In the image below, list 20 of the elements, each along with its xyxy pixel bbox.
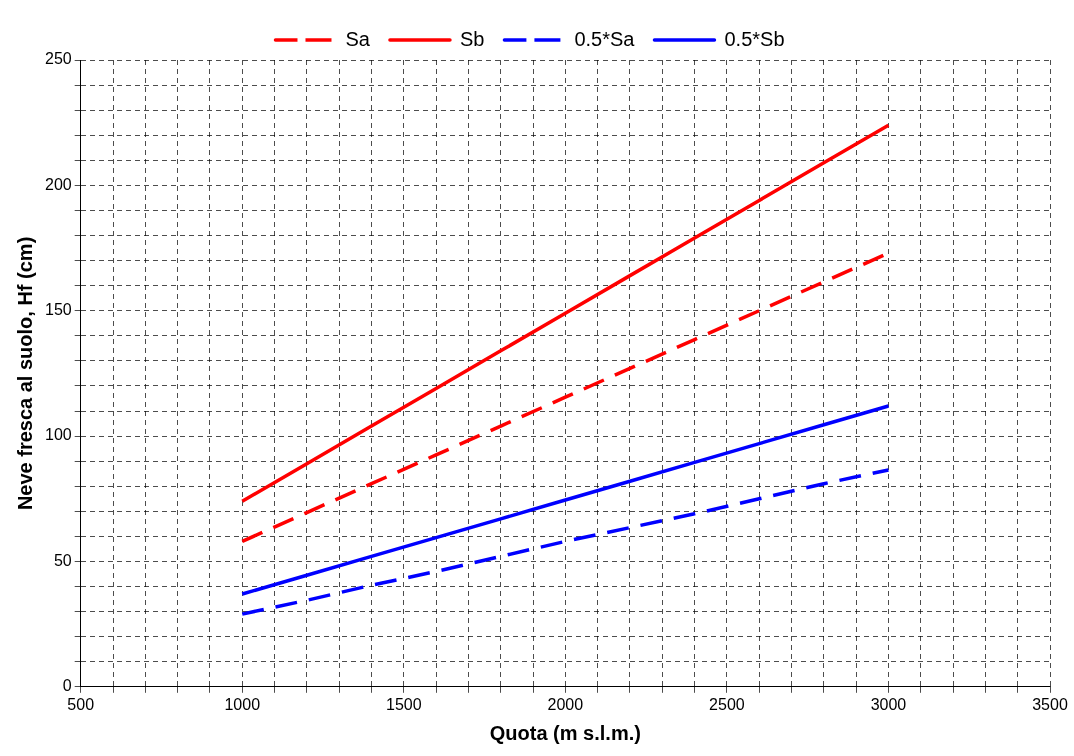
y-tick-label: 150 bbox=[44, 301, 72, 319]
y-tick-label: 0 bbox=[62, 677, 72, 695]
y-tick-label: 250 bbox=[44, 50, 72, 68]
y-axis-title: Neve fresca al suolo, Hf (cm) bbox=[13, 236, 36, 511]
y-tick-label: 100 bbox=[44, 426, 72, 444]
line-series bbox=[240, 468, 891, 616]
x-tick-label: 3500 bbox=[1032, 695, 1068, 713]
legend-label: Sa bbox=[345, 27, 371, 50]
x-tick-label: 1000 bbox=[224, 695, 261, 713]
legend-label: 0.5*Sb bbox=[724, 27, 785, 50]
legend-label: 0.5*Sa bbox=[574, 27, 636, 50]
legend-label: Sb bbox=[459, 27, 485, 50]
y-tick-label: 50 bbox=[53, 551, 72, 569]
x-tick-label: 1500 bbox=[386, 695, 422, 713]
x-tick-label: 3000 bbox=[870, 695, 907, 713]
x-axis-title: Quota (m s.l.m.) bbox=[489, 721, 641, 744]
y-tick-label: 200 bbox=[44, 175, 72, 193]
x-tick-label: 2500 bbox=[709, 695, 745, 713]
x-tick-label: 2000 bbox=[547, 695, 584, 713]
x-tick-label: 500 bbox=[67, 695, 95, 713]
